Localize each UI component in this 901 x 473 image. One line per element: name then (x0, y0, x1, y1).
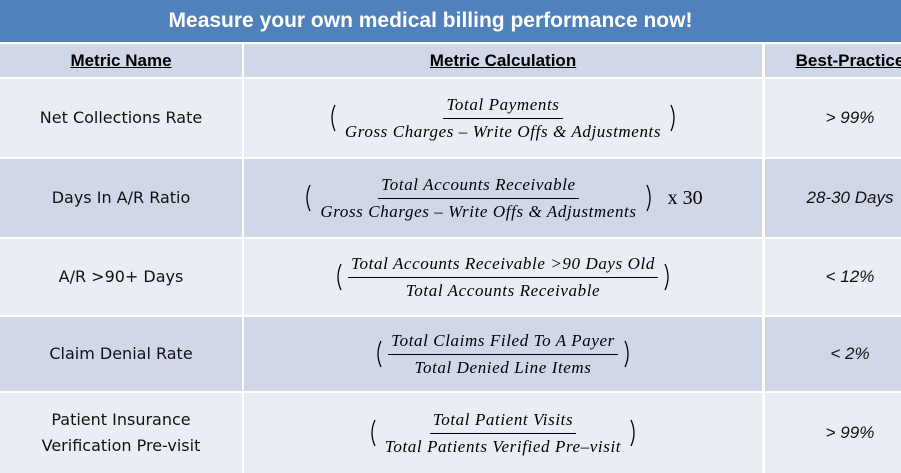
formula: Total Patient Visits Total Patients Verif… (244, 393, 762, 473)
multiplier: x 30 (667, 186, 703, 209)
fraction: Total Accounts Receivable >90 Days Old To… (348, 254, 658, 301)
fraction: Total Patient Visits Total Patients Verif… (382, 410, 624, 457)
formula: Total Claims Filed To A Payer Total Denie… (244, 317, 762, 391)
best-practice: 28-30 Days (765, 159, 901, 237)
best-practice: < 12% (765, 239, 901, 315)
parenthesis (377, 340, 382, 368)
parenthesis (331, 104, 336, 132)
parenthesis (645, 184, 651, 212)
column-header: Metric Calculation (244, 44, 762, 77)
metric-name: A/R >90+ Days (0, 239, 242, 315)
denominator: Total Patients Verified Pre–visit (384, 436, 622, 456)
column-header: Metric Name (0, 44, 242, 77)
numerator: Total Payments (443, 95, 563, 119)
numerator: Total Patient Visits (429, 410, 577, 434)
parenthesis (337, 263, 342, 291)
numerator: Total Accounts Receivable (378, 175, 579, 199)
metric-name: Days In A/R Ratio (0, 159, 242, 237)
fraction: Total Payments Gross Charges – Write Offs… (342, 95, 664, 142)
column-header: Best-Practice (765, 44, 901, 77)
formula: Total Accounts Receivable >90 Days Old To… (244, 239, 762, 315)
numerator: Total Accounts Receivable >90 Days Old (348, 254, 658, 278)
best-practice: > 99% (765, 393, 901, 473)
parenthesis (670, 104, 675, 132)
fraction: Total Claims Filed To A Payer Total Denie… (388, 331, 618, 378)
banner-title: Measure your own medical billing perform… (0, 0, 901, 42)
denominator: Gross Charges – Write Offs & Adjustments (344, 121, 662, 141)
denominator: Total Accounts Receivable (405, 280, 601, 300)
formula: Total Accounts Receivable Gross Charges –… (244, 159, 762, 237)
fraction: Total Accounts Receivable Gross Charges –… (317, 175, 639, 222)
denominator: Total Denied Line Items (414, 357, 592, 377)
best-practice: < 2% (765, 317, 901, 391)
metric-name: Patient Insurance Verification Pre-visit (0, 393, 242, 473)
parenthesis (306, 184, 311, 212)
denominator: Gross Charges – Write Offs & Adjustments (320, 201, 637, 221)
best-practice: > 99% (765, 79, 901, 157)
numerator: Total Claims Filed To A Payer (388, 331, 618, 355)
parenthesis (624, 340, 629, 368)
metric-name: Net Collections Rate (0, 79, 242, 157)
parenthesis (664, 263, 669, 291)
formula: Total Payments Gross Charges – Write Offs… (244, 79, 762, 157)
parenthesis (630, 419, 635, 447)
parenthesis (371, 419, 376, 447)
metric-name: Claim Denial Rate (0, 317, 242, 391)
